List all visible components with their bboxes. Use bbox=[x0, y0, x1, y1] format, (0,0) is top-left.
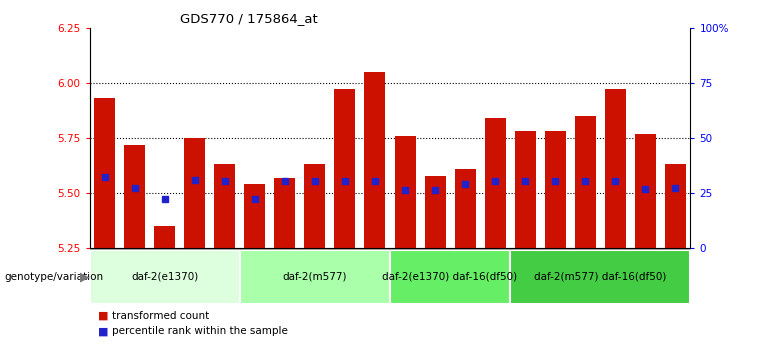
Bar bbox=[240, 249, 270, 301]
Bar bbox=[124, 145, 145, 248]
Bar bbox=[275, 178, 296, 248]
Bar bbox=[544, 131, 566, 248]
Bar bbox=[510, 249, 540, 301]
Bar bbox=[660, 249, 690, 301]
Bar bbox=[304, 165, 325, 248]
Text: GSM28391: GSM28391 bbox=[160, 253, 169, 302]
Text: GSM28398: GSM28398 bbox=[370, 253, 380, 302]
Bar bbox=[364, 72, 385, 248]
Bar bbox=[215, 165, 236, 248]
Text: GSM28399: GSM28399 bbox=[400, 253, 410, 302]
Text: GSM28400: GSM28400 bbox=[431, 253, 440, 302]
Text: percentile rank within the sample: percentile rank within the sample bbox=[112, 326, 287, 336]
Text: GSM28401: GSM28401 bbox=[460, 253, 470, 302]
Bar bbox=[335, 89, 356, 248]
Bar bbox=[395, 136, 416, 248]
Bar bbox=[484, 118, 505, 248]
Text: GSM28404: GSM28404 bbox=[551, 253, 560, 302]
Bar bbox=[510, 250, 690, 304]
Bar bbox=[184, 138, 205, 248]
Text: GSM28389: GSM28389 bbox=[100, 253, 109, 302]
Bar bbox=[570, 249, 600, 301]
Text: daf-2(m577): daf-2(m577) bbox=[282, 272, 347, 282]
Text: GSM28403: GSM28403 bbox=[520, 253, 530, 302]
Text: GSM28406: GSM28406 bbox=[611, 253, 620, 302]
Bar bbox=[540, 249, 570, 301]
Text: genotype/variation: genotype/variation bbox=[4, 272, 103, 282]
Bar bbox=[665, 165, 686, 248]
Text: GSM28390: GSM28390 bbox=[130, 253, 140, 302]
Bar bbox=[515, 131, 536, 248]
Text: ■: ■ bbox=[98, 311, 108, 321]
Bar bbox=[424, 176, 445, 248]
Bar bbox=[150, 249, 179, 301]
Text: GSM28394: GSM28394 bbox=[250, 253, 260, 302]
Bar bbox=[480, 249, 510, 301]
Bar bbox=[154, 226, 176, 248]
Text: GSM28395: GSM28395 bbox=[280, 253, 289, 302]
Bar bbox=[630, 249, 660, 301]
Bar bbox=[390, 250, 510, 304]
Text: GSM28396: GSM28396 bbox=[310, 253, 320, 302]
Bar bbox=[300, 249, 330, 301]
Bar bbox=[330, 249, 360, 301]
Bar bbox=[455, 169, 476, 248]
Bar bbox=[575, 116, 596, 248]
Bar bbox=[90, 249, 120, 301]
Text: GSM28407: GSM28407 bbox=[640, 253, 650, 302]
Bar bbox=[94, 98, 115, 248]
Text: transformed count: transformed count bbox=[112, 311, 209, 321]
Text: GSM28405: GSM28405 bbox=[580, 253, 590, 302]
Bar bbox=[244, 184, 265, 248]
Text: daf-2(e1370) daf-16(df50): daf-2(e1370) daf-16(df50) bbox=[382, 272, 518, 282]
Bar bbox=[90, 250, 239, 304]
Bar bbox=[600, 249, 630, 301]
Bar bbox=[604, 89, 626, 248]
Bar bbox=[390, 249, 420, 301]
Text: GSM28392: GSM28392 bbox=[190, 253, 200, 302]
Bar bbox=[270, 249, 300, 301]
Text: GSM28408: GSM28408 bbox=[671, 253, 680, 302]
Bar bbox=[450, 249, 480, 301]
Bar bbox=[210, 249, 240, 301]
Bar bbox=[120, 249, 150, 301]
Text: GSM28402: GSM28402 bbox=[491, 253, 500, 302]
Text: GSM28397: GSM28397 bbox=[340, 253, 349, 302]
Bar bbox=[635, 134, 656, 248]
Bar bbox=[240, 250, 390, 304]
Bar bbox=[179, 249, 210, 301]
Text: daf-2(e1370): daf-2(e1370) bbox=[131, 272, 198, 282]
Text: ■: ■ bbox=[98, 326, 108, 336]
Bar bbox=[360, 249, 390, 301]
Text: ▶: ▶ bbox=[80, 270, 90, 283]
Text: GDS770 / 175864_at: GDS770 / 175864_at bbox=[179, 12, 317, 25]
Text: GSM28393: GSM28393 bbox=[220, 253, 229, 302]
Bar bbox=[420, 249, 450, 301]
Text: daf-2(m577) daf-16(df50): daf-2(m577) daf-16(df50) bbox=[534, 272, 666, 282]
